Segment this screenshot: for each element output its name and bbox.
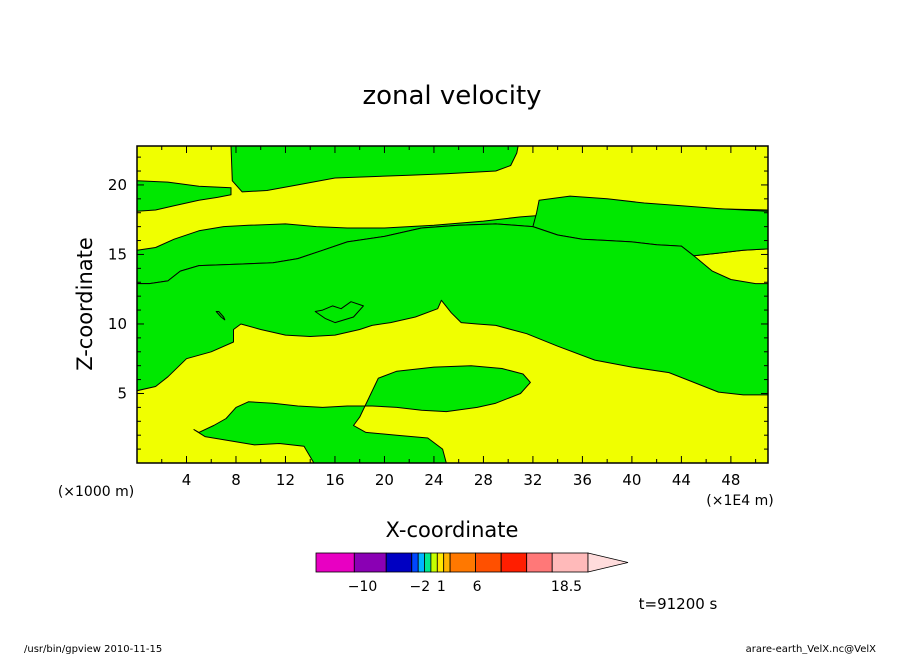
x-tick-label: 32	[523, 471, 542, 489]
x-unit-right: (×1E4 m)	[706, 493, 773, 509]
x-tick-label: 24	[424, 471, 443, 489]
colorbar-swatch	[449, 552, 477, 573]
y-tick-label: 20	[108, 176, 127, 194]
colorbar-swatch	[353, 552, 387, 573]
colorbar-extend-arrow	[587, 552, 629, 573]
footer-right: arare-earth_VelX.nc@VelX	[746, 644, 877, 654]
colorbar-swatch	[500, 552, 528, 573]
colorbar-swatch	[411, 552, 419, 573]
x-tick-label: 12	[276, 471, 295, 489]
contour-region-7	[314, 301, 364, 324]
colorbar-swatch	[385, 552, 413, 573]
x-tick-label: 20	[375, 471, 394, 489]
footer-left: /usr/bin/gpview 2010-11-15	[24, 644, 162, 654]
x-tick-label: 8	[231, 471, 241, 489]
chart-title: zonal velocity	[362, 81, 541, 111]
colorbar-swatch	[417, 552, 426, 573]
x-tick-label: 16	[325, 471, 344, 489]
colorbar-swatch	[526, 552, 553, 573]
colorbar-swatch	[430, 552, 438, 573]
colorbar-swatch	[551, 552, 589, 573]
y-ticks: 5 10 15 20	[108, 156, 768, 450]
x-tick-label: 28	[474, 471, 493, 489]
contour-region-5	[137, 223, 768, 396]
y-tick-label: 10	[108, 315, 127, 333]
colorbar-tick-label: 6	[473, 579, 482, 595]
contour-region-1	[230, 146, 519, 193]
contour-region-2	[137, 180, 232, 212]
contour-regions	[137, 146, 768, 463]
contour-region-8	[193, 365, 531, 463]
y-axis-label: Z-coordinate	[73, 237, 97, 371]
colorbar-swatch	[436, 552, 445, 573]
colorbar-swatch	[315, 552, 355, 573]
x-tick-label: 40	[622, 471, 641, 489]
colorbar-tick-label: 1	[437, 579, 446, 595]
colorbar-swatch	[475, 552, 502, 573]
contour-region-6	[215, 311, 226, 321]
x-tick-label: 44	[672, 471, 691, 489]
colorbar	[315, 552, 629, 573]
x-unit-left: (×1000 m)	[58, 484, 134, 500]
x-tick-label: 36	[573, 471, 592, 489]
colorbar-tick-label: −10	[348, 579, 378, 595]
time-label: t=91200 s	[639, 595, 718, 613]
x-tick-label: 48	[721, 471, 740, 489]
plot-frame	[136, 145, 769, 464]
colorbar-swatch	[443, 552, 451, 573]
y-tick-label: 5	[117, 384, 127, 402]
colorbar-tick-label: 18.5	[551, 579, 582, 595]
x-tick-label: 4	[182, 471, 192, 489]
colorbar-ticks: −10 −2 1 6 18.5	[348, 579, 582, 595]
x-axis-label: X-coordinate	[386, 518, 519, 542]
colorbar-swatch	[424, 552, 432, 573]
x-ticks: 4 8 12 16 20 24 28 32 36 40 44 48	[161, 146, 757, 489]
colorbar-tick-label: −2	[409, 579, 430, 595]
y-tick-label: 15	[108, 245, 127, 263]
